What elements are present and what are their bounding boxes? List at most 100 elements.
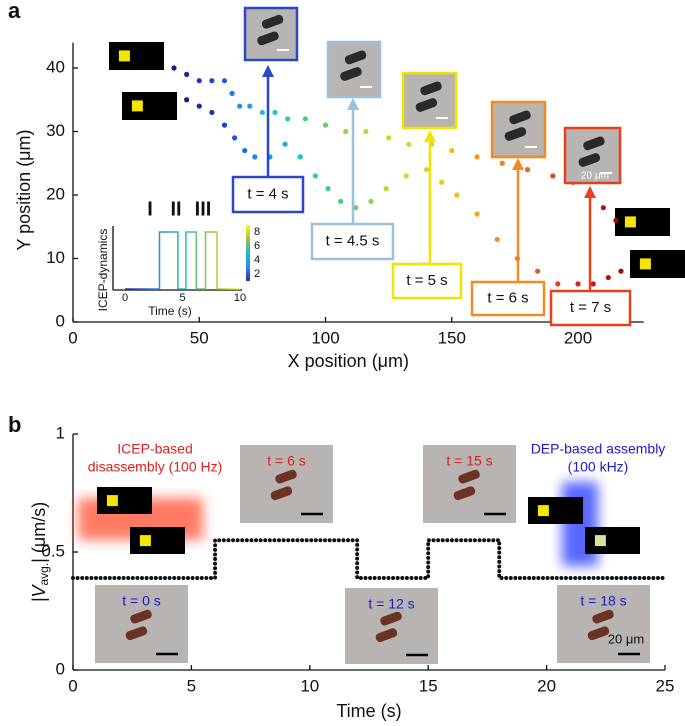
trajectory-point bbox=[325, 186, 331, 192]
colorbar-tick-label: 6 bbox=[254, 240, 260, 252]
trajectory-point bbox=[613, 217, 619, 223]
rod bbox=[380, 611, 402, 626]
rod bbox=[125, 626, 148, 641]
trajectory-point bbox=[383, 186, 389, 192]
rod bbox=[257, 31, 279, 46]
colorbar bbox=[246, 225, 250, 281]
rod bbox=[509, 110, 531, 125]
trajectory-point bbox=[353, 205, 359, 211]
camera-frame bbox=[528, 497, 583, 524]
x-tick-label: 150 bbox=[438, 328, 466, 347]
trajectory-point bbox=[312, 173, 319, 179]
particle-marker bbox=[624, 216, 636, 228]
trajectory-point bbox=[209, 109, 215, 116]
trajectory-point bbox=[600, 205, 606, 211]
rod bbox=[578, 153, 601, 167]
rod bbox=[275, 469, 297, 484]
y-axis-label-unit: | (μm/s) bbox=[29, 502, 49, 563]
trajectory-point bbox=[232, 135, 238, 141]
x-tick-label: 0 bbox=[68, 328, 77, 347]
annotation: disassembly (100 Hz) bbox=[88, 459, 223, 475]
annotation: t = 4.5 s bbox=[326, 232, 380, 249]
y-tick-label: 0 bbox=[56, 659, 65, 678]
time-label: t = 12 s bbox=[368, 596, 414, 612]
trajectory-point bbox=[555, 281, 561, 287]
x-tick-label: 50 bbox=[190, 328, 209, 347]
trajectory-point bbox=[247, 103, 253, 109]
x-tick-label: 5 bbox=[187, 676, 196, 695]
y-tick-label: 20 bbox=[46, 184, 65, 203]
x-tick-label: 10 bbox=[300, 676, 319, 695]
x-axis-label: Time (s) bbox=[336, 701, 401, 721]
trajectory-point bbox=[406, 141, 412, 147]
trajectory-point bbox=[322, 122, 329, 128]
annotation: t = 6 s bbox=[487, 289, 528, 306]
trajectory-point bbox=[221, 78, 228, 84]
y-axis-label: |Vavg.| (μm/s) bbox=[29, 502, 51, 602]
annotation: (100 kHz) bbox=[568, 459, 629, 475]
arrow-head bbox=[262, 65, 274, 77]
annotation: DEP-based assembly bbox=[531, 441, 666, 457]
particle-marker bbox=[139, 535, 151, 547]
camera-frame bbox=[130, 527, 185, 554]
trajectory-point bbox=[229, 90, 235, 96]
trajectory-point bbox=[439, 179, 445, 185]
x-tick-label: 25 bbox=[656, 676, 675, 695]
y-tick-label: 0 bbox=[56, 311, 65, 330]
rod bbox=[458, 469, 480, 484]
trajectory-point bbox=[237, 103, 243, 109]
x-tick-label: 0 bbox=[68, 676, 77, 695]
x-tick-label: 20 bbox=[537, 676, 556, 695]
panel-label: b bbox=[8, 412, 21, 437]
trajectory-point bbox=[494, 236, 500, 243]
trajectory-point bbox=[171, 65, 177, 71]
particle-marker bbox=[131, 100, 143, 112]
trajectory-point bbox=[184, 97, 190, 103]
colorbar-tick-label: 4 bbox=[254, 254, 260, 266]
inset-x-label: Time (s) bbox=[148, 304, 192, 318]
micrograph-top bbox=[423, 445, 516, 455]
trajectory-point bbox=[184, 71, 190, 77]
inset-tick-label: 0 bbox=[122, 292, 128, 304]
trajectory-point bbox=[302, 116, 308, 122]
particle-marker bbox=[594, 535, 606, 547]
trajectory-point bbox=[535, 268, 541, 274]
trajectory-point bbox=[221, 122, 228, 128]
particle-marker bbox=[106, 495, 118, 507]
rod bbox=[344, 50, 367, 65]
trajectory-point bbox=[403, 173, 409, 179]
trajectory-point bbox=[282, 141, 288, 147]
annotation-box bbox=[231, 175, 305, 214]
trajectory-point bbox=[368, 198, 374, 204]
rod bbox=[270, 486, 293, 501]
annotation-box bbox=[470, 280, 546, 317]
speed-line bbox=[71, 538, 667, 580]
camera-frame bbox=[615, 208, 670, 236]
micrograph-top bbox=[240, 445, 333, 455]
arrow-head bbox=[347, 98, 359, 110]
panel-b: 0 5 10 15 20 25 0 0.5 1 Time (s) |Vavg.| (μm/s) t =… bbox=[29, 423, 675, 720]
trajectory-point bbox=[605, 274, 611, 281]
trajectory-point bbox=[196, 78, 202, 84]
camera-frame bbox=[585, 527, 640, 554]
trajectory-point bbox=[474, 211, 480, 217]
annotation: t = 4 s bbox=[247, 185, 288, 202]
annotation: ICEP-based bbox=[117, 441, 192, 457]
inset-tick-label: 5 bbox=[179, 292, 185, 304]
trajectory-point bbox=[196, 103, 202, 109]
arrow-head bbox=[512, 158, 524, 170]
trajectory-point bbox=[386, 135, 392, 141]
panel-label: a bbox=[8, 0, 21, 23]
phase-label: I bbox=[147, 198, 153, 220]
colorbar-tick-label: 8 bbox=[254, 226, 260, 238]
scale-label: 20 μm bbox=[608, 631, 644, 646]
x-tick-label: 15 bbox=[419, 676, 438, 695]
trajectory-point bbox=[524, 167, 531, 173]
trajectory-point bbox=[285, 116, 291, 122]
y-axis-label: Y position (μm) bbox=[14, 129, 34, 250]
rod bbox=[415, 98, 438, 112]
rod bbox=[375, 628, 398, 643]
time-label: t = 6 s bbox=[267, 453, 306, 469]
camera-frame bbox=[122, 92, 177, 120]
x-tick-label: 100 bbox=[311, 328, 339, 347]
